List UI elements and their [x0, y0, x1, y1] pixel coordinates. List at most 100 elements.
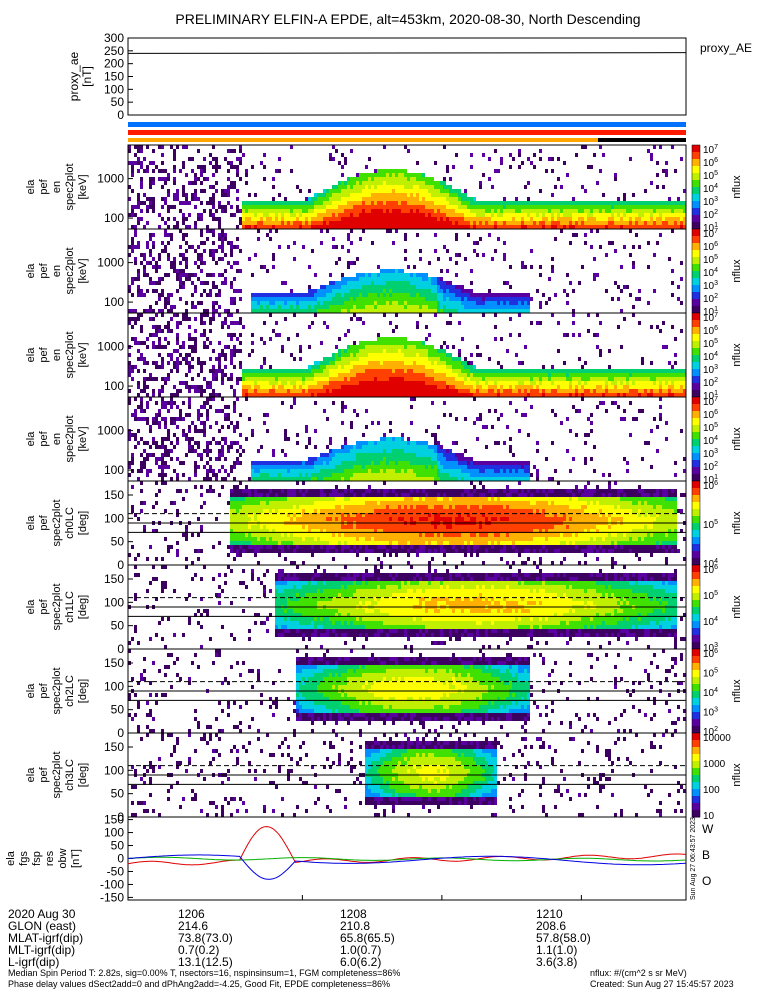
heatmap-cell: [377, 277, 380, 281]
heatmap-cell: [215, 409, 218, 413]
heatmap-cell: [632, 205, 635, 209]
heatmap-cell: [434, 289, 437, 293]
heatmap-cell: [635, 233, 638, 237]
heatmap-cell: [128, 353, 131, 357]
heatmap-cell: [230, 321, 233, 325]
heatmap-cell: [206, 441, 209, 445]
heatmap-cell: [614, 385, 617, 389]
heatmap-cell: [446, 305, 449, 309]
heatmap-cell: [359, 297, 362, 301]
heatmap-cell: [410, 301, 413, 305]
heatmap-cell: [143, 253, 146, 257]
heatmap-cell: [182, 201, 185, 205]
heatmap-cell: [593, 377, 596, 381]
heatmap-cell: [425, 297, 428, 301]
heatmap-cell: [440, 381, 443, 385]
heatmap-cell: [329, 197, 332, 201]
heatmap-cell: [485, 309, 488, 313]
heatmap-cell: [314, 361, 317, 365]
heatmap-cell: [680, 369, 683, 373]
heatmap-cell: [572, 209, 575, 213]
heatmap-cell: [563, 381, 566, 385]
heatmap-cell: [332, 189, 335, 193]
heatmap-cell: [194, 429, 197, 433]
heatmap-cell: [605, 373, 608, 377]
heatmap-cell: [488, 289, 491, 293]
heatmap-cell: [617, 369, 620, 373]
heatmap-cell: [398, 353, 401, 357]
heatmap-cell: [413, 357, 416, 361]
heatmap-cell: [179, 353, 182, 357]
heatmap-cell: [413, 353, 416, 357]
heatmap-cell: [302, 209, 305, 213]
heatmap-cell: [665, 381, 668, 385]
heatmap-cell: [185, 309, 188, 313]
heatmap-cell: [344, 193, 347, 197]
heatmap-cell: [590, 201, 593, 205]
heatmap-cell: [527, 305, 530, 309]
heatmap-cell: [383, 189, 386, 193]
heatmap-cell: [638, 393, 641, 397]
heatmap-cell: [542, 369, 545, 373]
heatmap-cell: [431, 361, 434, 365]
colorbar-segment: [692, 180, 700, 188]
heatmap-cell: [581, 209, 584, 213]
heatmap-cell: [629, 389, 632, 393]
heatmap-cell: [320, 209, 323, 213]
heatmap-cell: [371, 177, 374, 181]
heatmap-cell: [467, 389, 470, 393]
heatmap-cell: [257, 213, 260, 217]
heatmap-cell: [614, 377, 617, 381]
heatmap-cell: [128, 433, 131, 437]
heatmap-cell: [467, 233, 470, 237]
heatmap-cell: [608, 389, 611, 393]
heatmap-cell: [512, 389, 515, 393]
heatmap-cell: [431, 177, 434, 181]
heatmap-cell: [344, 185, 347, 189]
heatmap-cell: [527, 201, 530, 205]
heatmap-cell: [656, 225, 659, 229]
heatmap-cell: [479, 181, 482, 185]
heatmap-cell: [245, 181, 248, 185]
heatmap-cell: [389, 217, 392, 221]
heatmap-cell: [188, 273, 191, 277]
heatmap-cell: [167, 293, 170, 297]
heatmap-cell: [539, 305, 542, 309]
heatmap-cell: [452, 297, 455, 301]
heatmap-cell: [383, 205, 386, 209]
heatmap-cell: [221, 229, 224, 233]
heatmap-cell: [464, 289, 467, 293]
heatmap-cell: [467, 205, 470, 209]
heatmap-cell: [512, 301, 515, 305]
heatmap-cell: [275, 381, 278, 385]
heatmap-cell: [659, 329, 662, 333]
heatmap-cell: [338, 297, 341, 301]
heatmap-cell: [158, 345, 161, 349]
heatmap-cell: [431, 297, 434, 301]
heatmap-cell: [416, 189, 419, 193]
heatmap-cell: [149, 305, 152, 309]
heatmap-cell: [266, 385, 269, 389]
heatmap-cell: [377, 301, 380, 305]
heatmap-cell: [365, 385, 368, 389]
heatmap-cell: [389, 277, 392, 281]
heatmap-cell: [428, 373, 431, 377]
heatmap-cell: [230, 241, 233, 245]
heatmap-cell: [428, 345, 431, 349]
heatmap-cell: [623, 285, 626, 289]
heatmap-cell: [617, 389, 620, 393]
heatmap-cell: [419, 293, 422, 297]
heatmap-cell: [305, 305, 308, 309]
heatmap-cell: [185, 193, 188, 197]
heatmap-cell: [356, 205, 359, 209]
heatmap-cell: [464, 377, 467, 381]
heatmap-cell: [503, 309, 506, 313]
heatmap-cell: [257, 201, 260, 205]
heatmap-cell: [455, 357, 458, 361]
heatmap-cell: [386, 201, 389, 205]
heatmap-cell: [506, 349, 509, 353]
heatmap-cell: [419, 205, 422, 209]
heatmap-cell: [353, 305, 356, 309]
heatmap-cell: [284, 205, 287, 209]
heatmap-cell: [134, 205, 137, 209]
